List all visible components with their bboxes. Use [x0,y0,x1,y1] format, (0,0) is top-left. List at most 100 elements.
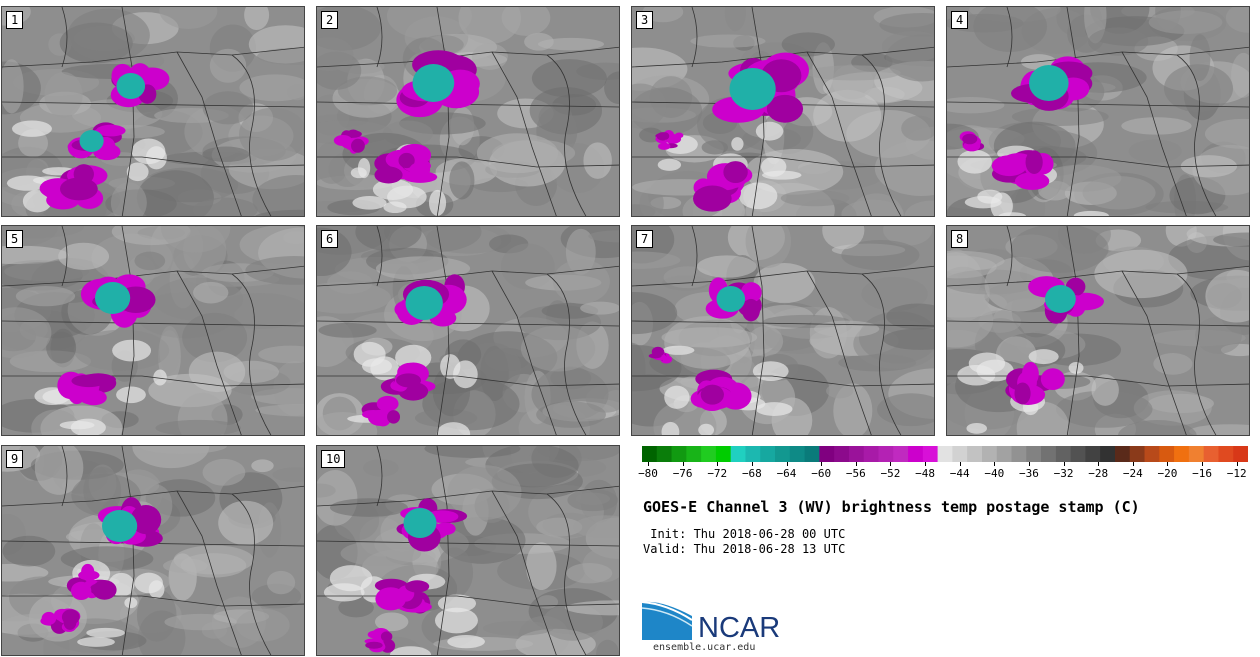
colorbar-tick-mark [682,462,684,466]
stamp-panel-3: 3 [631,6,935,217]
wv-grey-region [632,83,667,129]
cold-cloud-magenta [92,580,117,600]
cold-cloud-magenta [741,298,760,322]
colorbar-swatch [715,446,732,462]
colorbar-swatch [656,446,673,462]
cold-cloud-magenta [380,631,393,642]
wv-grey-region [236,608,290,642]
wv-grey-region [2,245,69,265]
colorbar-tick-mark [925,462,927,466]
colorbar-tick-label: −32 [1053,467,1074,480]
wv-grey-region [471,43,508,70]
boundary-line [1066,226,1080,435]
colorbar-tick-mark [890,462,892,466]
boundary-line [861,54,902,216]
boundary-line [632,156,934,168]
colorbar-tick-mark [1098,462,1100,466]
wv-light-region [389,646,432,655]
colorbar-swatch [1011,446,1027,462]
colorbar-swatch [878,446,894,462]
boundary-line [632,320,934,327]
boundary-line [751,226,765,435]
stamp-panel-1: 1 [1,6,305,217]
wv-light-region [957,364,996,386]
wv-grey-region [286,84,304,101]
wv-light-region [124,597,138,609]
wv-light-region [957,149,992,174]
stamp-map [317,7,619,216]
panel-number: 3 [636,11,654,29]
wv-light-region [361,358,393,375]
colorbar [642,446,1248,462]
wv-grey-region [781,32,835,57]
wv-light-region [664,385,690,409]
wv-grey-region [604,71,619,105]
wv-grey-region [255,209,304,216]
colorbar-swatch [1159,446,1175,462]
wv-grey-region [245,256,304,285]
cold-cloud-cyan [412,64,455,102]
ncar-logo-icon [642,601,693,640]
wv-grey-region [588,230,619,243]
wv-grey-region [1213,232,1249,248]
wv-grey-region [596,639,619,655]
colorbar-swatch [1174,446,1190,462]
cold-cloud-cyan [1045,285,1076,313]
wv-grey-region [192,197,258,216]
colorbar-swatch [922,446,939,462]
colorbar-swatch [1129,446,1146,462]
boundary-line [176,490,242,655]
colorbar-tick-label: −36 [1018,467,1039,480]
cold-cloud-magenta [409,162,431,178]
wv-light-region [1068,362,1084,374]
colorbar-swatch [1218,446,1234,462]
wv-grey-region [188,351,246,393]
wv-light-region [966,422,987,434]
boundary-line [1006,226,1013,287]
wv-grey-region [338,597,374,618]
wv-grey-region [492,139,576,167]
wv-grey-region [202,91,254,125]
cold-cloud-magenta [398,152,415,169]
wv-grey-region [272,467,304,483]
cold-cloud-cyan [405,286,443,320]
wv-grey-region [552,259,610,304]
colorbar-tick-label: −52 [880,467,901,480]
wv-light-region [437,594,477,613]
wv-grey-region [202,146,250,162]
wv-light-region [662,345,695,355]
wv-grey-region [317,141,350,185]
colorbar-tick-label: −12 [1226,467,1247,480]
cold-cloud-magenta [740,282,762,303]
wv-light-region [755,402,793,416]
colorbar-tick-mark [855,462,857,466]
stamp-map [2,446,304,655]
colorbar-tick-mark [717,462,719,466]
wv-grey-region [218,500,274,546]
wv-light-region [755,121,784,141]
wv-grey-region [329,498,408,517]
colorbar-tick-label: −20 [1157,467,1178,480]
cold-cloud-magenta [662,356,672,363]
boundary-line [1006,7,1013,68]
wv-grey-region [877,393,934,427]
wv-grey-region [251,459,274,473]
wv-grey-region [580,301,619,315]
wv-grey-region [374,612,409,632]
wv-grey-region [520,325,596,372]
boundary-line [231,54,272,216]
wv-grey-region [414,408,478,428]
wv-light-region [1073,210,1109,216]
wv-grey-region [747,325,784,357]
wv-grey-region [2,535,56,567]
boundary-line [61,226,68,287]
boundary-line [176,51,242,216]
stamp-map [632,7,934,216]
wv-grey-region [34,446,84,495]
cold-cloud-magenta [1025,150,1043,175]
colorbar-tick-mark [1202,462,1204,466]
cold-cloud-magenta [387,410,401,424]
wv-light-region [447,634,485,649]
cold-cloud-magenta [962,133,978,145]
colorbar-tick-label: −64 [776,467,797,480]
